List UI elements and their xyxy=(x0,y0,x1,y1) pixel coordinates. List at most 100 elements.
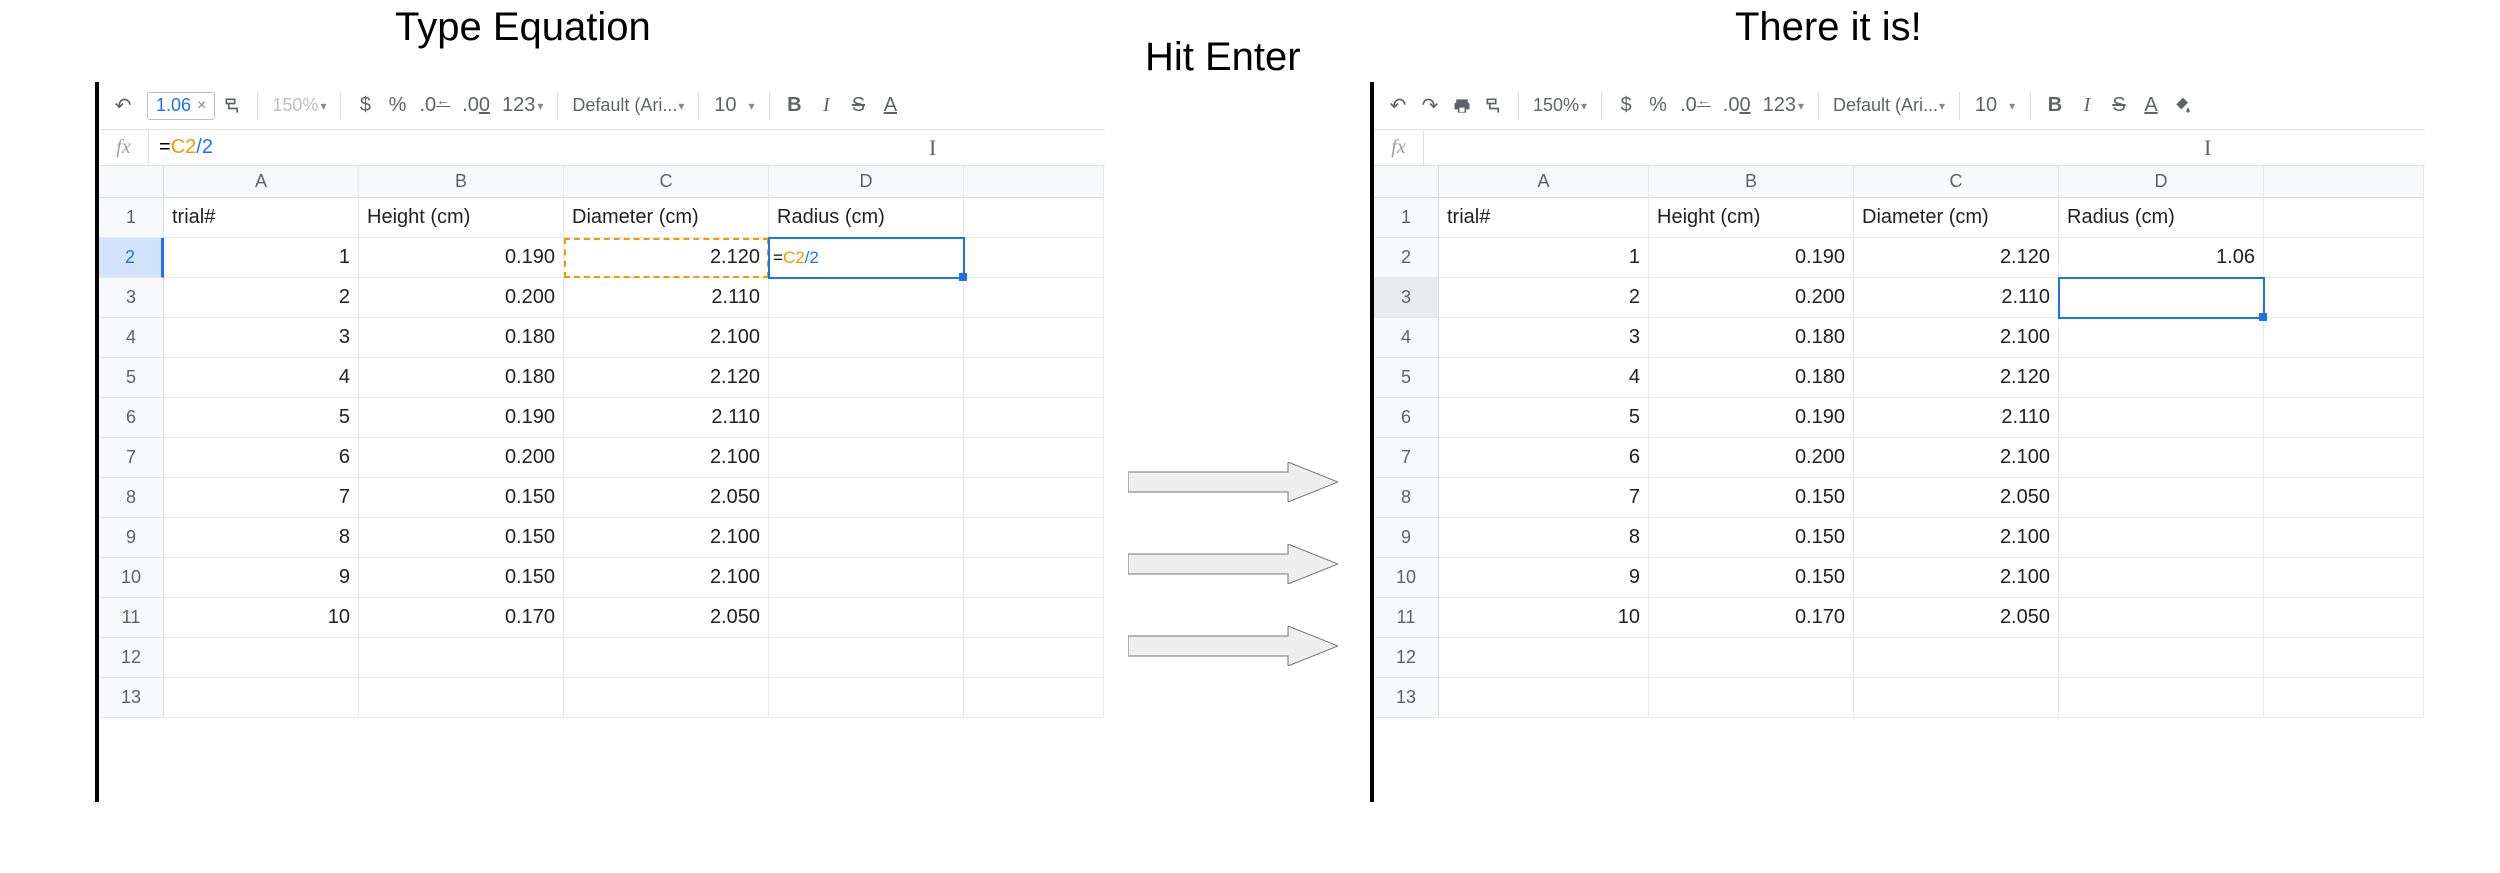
cell[interactable] xyxy=(964,318,1104,358)
column-header[interactable] xyxy=(2264,166,2424,198)
text-color-icon[interactable]: A xyxy=(876,90,904,122)
cell[interactable]: 1 xyxy=(164,238,359,278)
row-header[interactable]: 12 xyxy=(1374,638,1439,678)
row-header[interactable]: 2 xyxy=(1374,238,1439,278)
cell[interactable]: 1.06 xyxy=(2059,238,2264,278)
currency-icon[interactable]: $ xyxy=(351,90,379,122)
cell[interactable]: 7 xyxy=(1439,478,1649,518)
cell[interactable] xyxy=(2059,598,2264,638)
cell[interactable] xyxy=(164,678,359,718)
cell[interactable]: 0.190 xyxy=(359,398,564,438)
cell[interactable] xyxy=(2059,638,2264,678)
column-header[interactable]: D xyxy=(2059,166,2264,198)
cell[interactable] xyxy=(2059,318,2264,358)
cell[interactable]: 2.120 xyxy=(564,358,769,398)
redo-icon[interactable]: ↷ xyxy=(1416,90,1444,122)
cell[interactable]: 2.120 xyxy=(564,238,769,278)
cell[interactable]: 5 xyxy=(1439,398,1649,438)
cell[interactable]: 2.110 xyxy=(1854,278,2059,318)
cell[interactable]: 9 xyxy=(164,558,359,598)
cell[interactable] xyxy=(2264,598,2424,638)
row-header[interactable]: 11 xyxy=(99,598,164,638)
cell[interactable]: 2.110 xyxy=(564,278,769,318)
cell[interactable]: 0.170 xyxy=(359,598,564,638)
cell[interactable] xyxy=(769,478,964,518)
cell[interactable]: 0.190 xyxy=(1649,238,1854,278)
cell[interactable]: 9 xyxy=(1439,558,1649,598)
cell[interactable]: Radius (cm) xyxy=(769,198,964,238)
cell[interactable]: 10 xyxy=(1439,598,1649,638)
cell[interactable] xyxy=(964,438,1104,478)
row-header[interactable]: 8 xyxy=(1374,478,1439,518)
cell[interactable]: 2.100 xyxy=(564,438,769,478)
cell[interactable] xyxy=(2059,478,2264,518)
cell[interactable] xyxy=(2264,678,2424,718)
cell[interactable]: 0.150 xyxy=(359,478,564,518)
cell[interactable] xyxy=(2264,198,2424,238)
paint-format-icon[interactable] xyxy=(1480,90,1508,122)
cell[interactable]: 0.150 xyxy=(359,518,564,558)
cell[interactable] xyxy=(964,678,1104,718)
cell[interactable]: 2.110 xyxy=(1854,398,2059,438)
column-header[interactable]: B xyxy=(359,166,564,198)
cell[interactable]: Height (cm) xyxy=(1649,198,1854,238)
column-header[interactable]: D xyxy=(769,166,964,198)
print-icon[interactable] xyxy=(1448,90,1476,122)
cell[interactable]: 0.190 xyxy=(1649,398,1854,438)
cell[interactable]: Diameter (cm) xyxy=(564,198,769,238)
cell[interactable]: 2.100 xyxy=(564,518,769,558)
cell[interactable]: 2.120 xyxy=(1854,238,2059,278)
undo-icon[interactable]: ↶ xyxy=(1384,90,1412,122)
row-header[interactable]: 1 xyxy=(1374,198,1439,238)
cell[interactable]: 2.050 xyxy=(564,598,769,638)
cell[interactable] xyxy=(769,358,964,398)
cell[interactable]: Diameter (cm) xyxy=(1854,198,2059,238)
cell[interactable] xyxy=(769,518,964,558)
fill-color-icon[interactable] xyxy=(2169,90,2197,122)
cell[interactable]: 0.180 xyxy=(359,358,564,398)
cell[interactable] xyxy=(964,238,1104,278)
cell[interactable] xyxy=(769,678,964,718)
cell[interactable]: 0.190 xyxy=(359,238,564,278)
text-color-icon[interactable]: A xyxy=(2137,90,2165,122)
row-header[interactable]: 10 xyxy=(1374,558,1439,598)
font-select[interactable]: Default (Ari...▾ xyxy=(1829,90,1949,122)
cell[interactable] xyxy=(2059,518,2264,558)
number-format-select[interactable]: 123▾ xyxy=(1759,90,1808,122)
undo-icon[interactable]: ↶ xyxy=(109,90,137,122)
italic-icon[interactable]: I xyxy=(2073,90,2101,122)
select-all-corner[interactable] xyxy=(99,166,164,198)
cell[interactable] xyxy=(769,558,964,598)
cell[interactable]: 0.200 xyxy=(1649,278,1854,318)
row-header[interactable]: 8 xyxy=(99,478,164,518)
cell[interactable] xyxy=(1649,678,1854,718)
formula-input[interactable]: I xyxy=(1424,130,2425,165)
cell[interactable] xyxy=(769,598,964,638)
cell[interactable]: 2 xyxy=(164,278,359,318)
cell[interactable]: 2.100 xyxy=(1854,438,2059,478)
cell[interactable]: 0.200 xyxy=(359,278,564,318)
cell[interactable] xyxy=(964,478,1104,518)
font-size-select[interactable]: 10▾ xyxy=(1970,90,2020,122)
cell[interactable] xyxy=(2059,358,2264,398)
currency-icon[interactable]: $ xyxy=(1612,90,1640,122)
cell[interactable]: 3 xyxy=(1439,318,1649,358)
cell[interactable] xyxy=(769,398,964,438)
cell[interactable]: 4 xyxy=(164,358,359,398)
cell[interactable]: trial# xyxy=(1439,198,1649,238)
cell[interactable] xyxy=(2264,558,2424,598)
row-header[interactable]: 5 xyxy=(1374,358,1439,398)
cell[interactable] xyxy=(769,278,964,318)
strikethrough-icon[interactable]: S xyxy=(844,90,872,122)
cell[interactable]: 8 xyxy=(164,518,359,558)
cell[interactable] xyxy=(769,438,964,478)
row-header[interactable]: 7 xyxy=(1374,438,1439,478)
cell[interactable] xyxy=(1439,678,1649,718)
close-icon[interactable]: × xyxy=(197,97,206,115)
cell[interactable]: 0.200 xyxy=(1649,438,1854,478)
spreadsheet-grid-right[interactable]: ABCD1trial#Height (cm)Diameter (cm)Radiu… xyxy=(1374,166,2425,718)
cell[interactable]: 0.170 xyxy=(1649,598,1854,638)
cell[interactable]: 2.100 xyxy=(1854,318,2059,358)
cell[interactable]: 2.100 xyxy=(564,318,769,358)
column-header[interactable]: C xyxy=(564,166,769,198)
